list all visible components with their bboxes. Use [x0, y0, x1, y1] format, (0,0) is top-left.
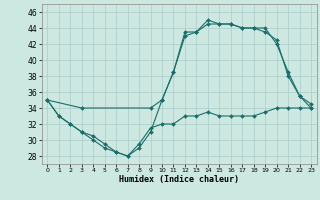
X-axis label: Humidex (Indice chaleur): Humidex (Indice chaleur) [119, 175, 239, 184]
